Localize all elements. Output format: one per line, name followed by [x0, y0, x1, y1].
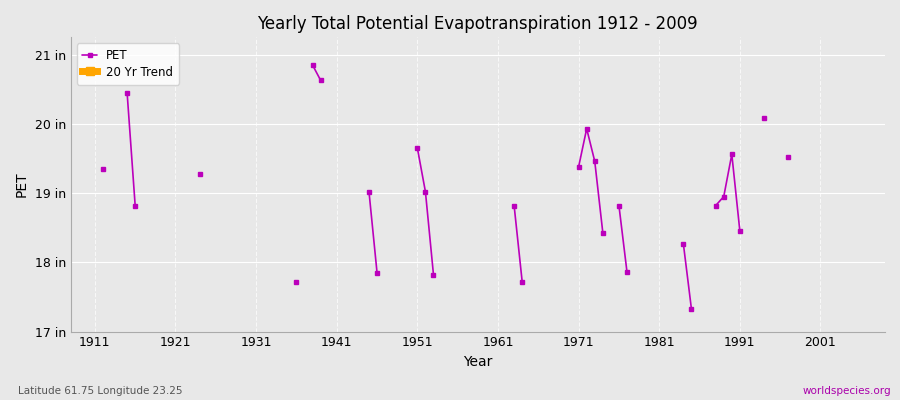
Line: PET: PET: [101, 63, 790, 312]
Legend: PET, 20 Yr Trend: PET, 20 Yr Trend: [76, 43, 179, 84]
PET: [686, 307, 697, 312]
PET: [307, 63, 318, 68]
PET: [614, 203, 625, 208]
PET: [598, 230, 608, 235]
PET: [581, 126, 592, 131]
PET: [718, 194, 729, 199]
PET: [412, 146, 423, 150]
PET: [710, 203, 721, 208]
PET: [783, 155, 794, 160]
PET: [726, 152, 737, 157]
Text: Latitude 61.75 Longitude 23.25: Latitude 61.75 Longitude 23.25: [18, 386, 183, 396]
PET: [420, 189, 431, 194]
PET: [122, 90, 132, 95]
PET: [622, 270, 633, 274]
PET: [590, 159, 600, 164]
PET: [364, 189, 374, 194]
PET: [508, 203, 519, 208]
PET: [678, 242, 688, 247]
PET: [759, 116, 769, 121]
X-axis label: Year: Year: [464, 355, 492, 369]
PET: [372, 270, 382, 275]
PET: [97, 166, 108, 171]
Title: Yearly Total Potential Evapotranspiration 1912 - 2009: Yearly Total Potential Evapotranspiratio…: [257, 15, 698, 33]
Y-axis label: PET: PET: [15, 172, 29, 197]
PET: [573, 164, 584, 169]
PET: [291, 279, 302, 284]
PET: [517, 279, 527, 284]
PET: [130, 203, 140, 208]
PET: [734, 229, 745, 234]
PET: [194, 172, 205, 177]
PET: [315, 78, 326, 83]
Text: worldspecies.org: worldspecies.org: [803, 386, 891, 396]
PET: [428, 272, 439, 277]
